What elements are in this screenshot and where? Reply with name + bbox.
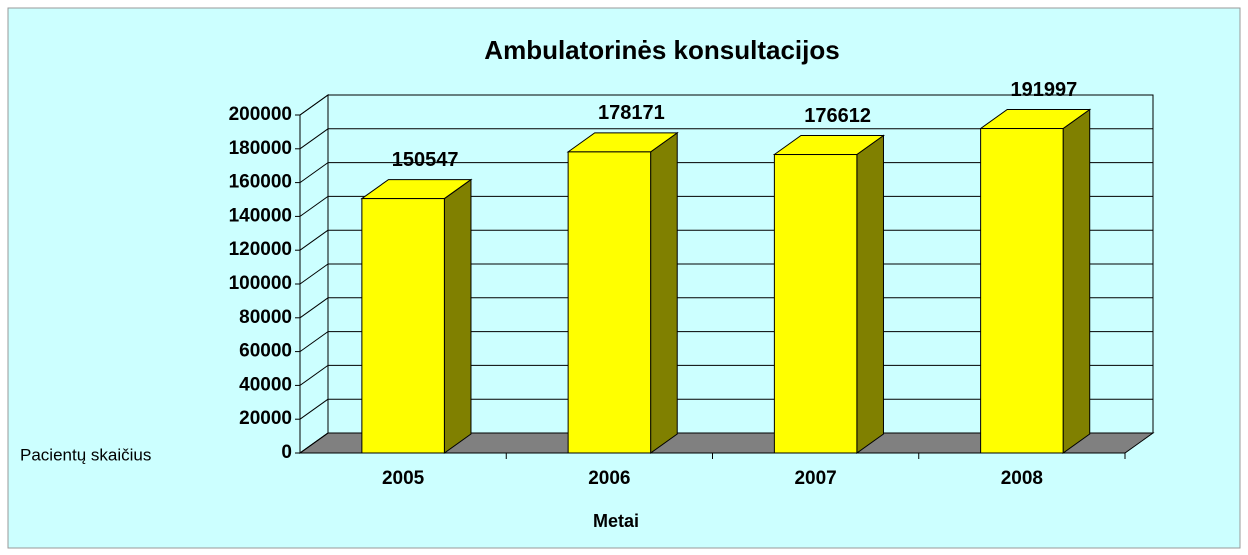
- y-tick-label: 160000: [229, 172, 292, 193]
- y-tick-label: 0: [281, 442, 292, 463]
- y-tick-label: 60000: [239, 341, 292, 362]
- y-tick-label: 20000: [239, 408, 292, 429]
- grid-diagonal: [299, 195, 329, 217]
- data-label: 176612: [804, 105, 871, 127]
- grid-diagonal: [299, 94, 329, 116]
- y-tick-label: 200000: [229, 104, 292, 125]
- chart-title: Ambulatorinės konsultacijos: [484, 35, 839, 65]
- data-label: 150547: [392, 149, 459, 171]
- x-tick-label: 2005: [382, 468, 425, 489]
- y-tick-label: 100000: [229, 273, 292, 294]
- grid-diagonal: [299, 297, 329, 319]
- bar-side: [443, 178, 472, 454]
- y-tick-label: 180000: [229, 138, 292, 159]
- grid-diagonal: [299, 162, 329, 184]
- bar: [361, 198, 445, 454]
- bar: [980, 128, 1064, 454]
- x-tick-label: 2007: [794, 468, 836, 489]
- grid-diagonal: [299, 432, 329, 454]
- y-tick-label: 80000: [239, 307, 292, 328]
- y-tick-label: 40000: [239, 374, 292, 395]
- grid-diagonal: [299, 398, 329, 420]
- y-tick-label: 140000: [229, 205, 292, 226]
- data-label: 191997: [1011, 79, 1078, 101]
- bar-side: [650, 131, 678, 454]
- bar-side: [856, 134, 884, 454]
- grid-diagonal: [299, 128, 329, 150]
- x-axis-title: Metai: [593, 511, 639, 531]
- grid-diagonal: [299, 364, 329, 386]
- x-tick-label: 2006: [588, 468, 630, 489]
- data-label: 178171: [598, 102, 665, 124]
- y-tick-label: 120000: [229, 239, 292, 260]
- grid-diagonal: [299, 263, 329, 285]
- x-tick-label: 2008: [1001, 468, 1043, 489]
- grid-diagonal: [299, 229, 329, 251]
- bar: [567, 151, 652, 454]
- bar-side: [1062, 108, 1091, 454]
- bar: [773, 154, 858, 454]
- y-axis-title: Pacientų skaičius: [20, 445, 151, 464]
- grid-diagonal: [299, 331, 329, 353]
